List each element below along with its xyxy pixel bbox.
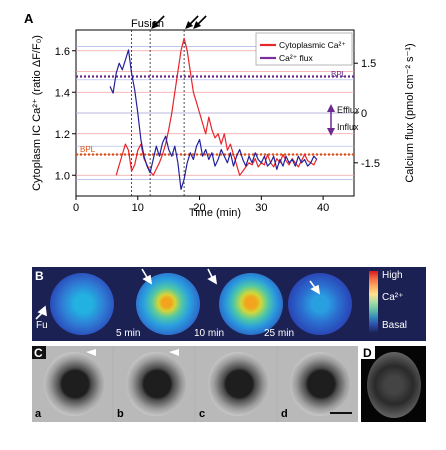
event-markers [131, 15, 207, 196]
panel-a-chart: A 0 10 20 30 40 1.0 1.2 1.4 1.6 -1.5 0 1.5 Time (… [24, 11, 416, 219]
x-tick-label: 40 [317, 202, 329, 214]
cell-image-2 [136, 273, 200, 335]
y-tick-label: 1.2 [55, 129, 70, 141]
series-line-cytoplasmic [115, 37, 318, 176]
frame-d: d [278, 346, 358, 422]
legend-label-flux: Ca²⁺ flux [279, 53, 314, 63]
y-tick-label: 1.4 [55, 87, 70, 99]
cell-disc [44, 352, 104, 416]
legend-box [255, 32, 353, 66]
x-tick-label: 0 [73, 202, 79, 214]
efflux-influx-indicator: Efflux Influx [327, 104, 360, 136]
arrow-head-icon [142, 274, 153, 285]
y-right-axis-ticks: -1.5 0 1.5 [354, 58, 380, 170]
arrow-head-icon [193, 21, 202, 29]
scale-bar [330, 412, 352, 414]
colorbar [369, 271, 378, 333]
cell-image-4 [288, 273, 352, 335]
series-line-flux [109, 49, 318, 190]
fusion-label: Fusion [131, 18, 164, 30]
arrow-head-icon [185, 21, 194, 29]
x-tick-label: 30 [255, 202, 267, 214]
time-label-25min: 25 min [264, 328, 295, 339]
frame-label-c: c [199, 408, 206, 420]
panel-d-label: D [363, 346, 372, 360]
fu-label: Fu [36, 320, 48, 331]
y-right-tick-label: -1.5 [361, 158, 380, 170]
frame-b: b [114, 346, 194, 422]
arrow-head-icon [207, 274, 218, 285]
colorbar-high-label: High [382, 270, 403, 281]
cell-disc [367, 352, 421, 418]
y-axis-ticks: 1.0 1.2 1.4 1.6 [55, 46, 76, 182]
legend-label-cytoplasmic: Cytoplasmic Ca²⁺ [279, 40, 346, 50]
arrow-icon [86, 349, 96, 356]
panel-b-calcium-images: B Fu 5 min 10 min 25 min High Ca²⁺ Basal [32, 267, 426, 341]
arrow-head-icon [37, 305, 47, 317]
time-label-5min: 5 min [116, 328, 141, 339]
frame-c: c [196, 346, 276, 422]
panel-b-label: B [35, 269, 44, 283]
arrow-icon [169, 349, 179, 356]
x-tick-label: 20 [193, 202, 205, 214]
y-axis-label: Cytoplasm IC Ca²⁺ (ratio ΔF/F₀) [31, 35, 43, 191]
cell-disc [208, 352, 268, 416]
y-right-tick-label: 0 [361, 108, 367, 120]
cell-image-1 [50, 273, 114, 335]
panel-d-image: D [361, 346, 426, 422]
x-axis-ticks: 0 10 20 30 40 [73, 196, 329, 214]
panel-c-label: C [34, 346, 43, 360]
cell-disc [126, 352, 186, 416]
panel-a-label: A [24, 11, 34, 26]
panel-c-label-box [32, 346, 46, 359]
colorbar-low-label: Basal [382, 320, 408, 331]
y-right-tick-label: 1.5 [361, 58, 376, 70]
cell-image-3 [219, 273, 283, 335]
y-right-axis-label: Calcium flux (pmol cm⁻² s⁻¹) [404, 43, 416, 182]
efflux-arrow-icon [327, 104, 335, 112]
time-label-10min: 10 min [194, 328, 225, 339]
frame-label-d: d [281, 408, 288, 420]
arrow-head-icon [310, 284, 321, 295]
panel-d-label-box [361, 346, 375, 359]
frame-label-b: b [117, 408, 124, 420]
panel-c-arrows [86, 349, 179, 356]
panel-c-brightfield-images: a b c d C [32, 346, 358, 422]
x-tick-label: 10 [132, 202, 144, 214]
legend: Cytoplasmic Ca²⁺ Ca²⁺ flux [255, 32, 353, 66]
y-tick-label: 1.6 [55, 46, 70, 58]
arrow-head-icon [151, 21, 160, 29]
colorbar-mid-label: Ca²⁺ [382, 292, 404, 303]
panel-b-arrows [35, 268, 321, 320]
cell-disc [290, 352, 350, 416]
influx-label: Influx [337, 122, 359, 132]
y-tick-label: 1.0 [55, 170, 70, 182]
frame-label-a: a [35, 408, 42, 420]
bpl-ca-label: BPL [80, 145, 96, 154]
efflux-label: Efflux [337, 105, 360, 115]
series-lines [109, 37, 318, 190]
influx-arrow-icon [327, 128, 335, 136]
x-axis-label: Time (min) [189, 207, 241, 219]
bpl-flux-label: BPL [331, 70, 347, 79]
